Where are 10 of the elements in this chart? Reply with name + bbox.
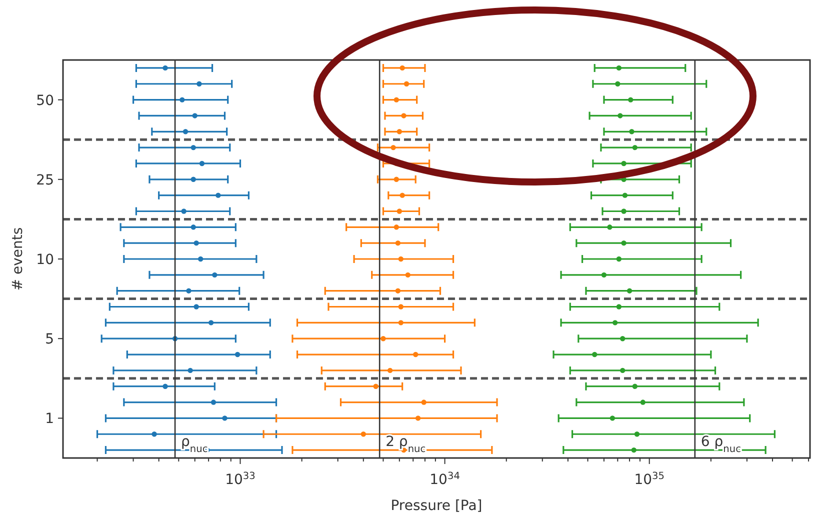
y-tick-label: 25	[36, 172, 54, 188]
y-axis-title: # events	[10, 227, 26, 291]
x-tick-label: 10$^{34}$	[430, 470, 460, 488]
y-tick-label: 1	[45, 411, 54, 428]
x-tick-label: 10$^{33}$	[225, 470, 256, 488]
y-tick-label: 10	[36, 252, 54, 268]
x-axis-title: Pressure [Pa]	[390, 498, 482, 514]
y-tick-label: 5	[45, 332, 54, 348]
y-tick-label: 50	[36, 92, 54, 109]
x-tick-label: 10$^{35}$	[634, 470, 665, 488]
